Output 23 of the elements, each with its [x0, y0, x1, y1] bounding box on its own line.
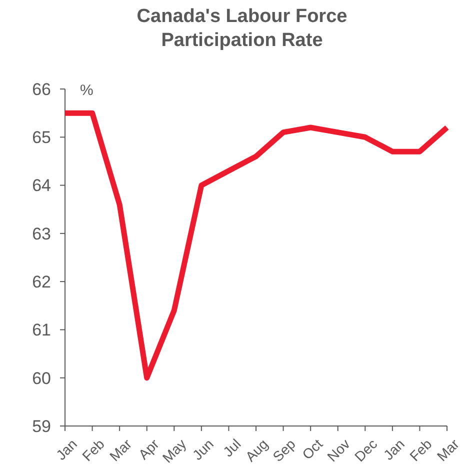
x-tick-label: Jul	[220, 436, 244, 460]
x-tick-label: Sep	[269, 436, 298, 465]
y-tick-label: 59	[32, 416, 51, 436]
y-tick-label: 66	[32, 80, 51, 99]
x-tick-label: Jan	[52, 436, 80, 464]
x-tick-label: Oct	[298, 436, 326, 462]
y-tick-label: 60	[32, 368, 51, 388]
y-tick-label: 65	[32, 128, 51, 148]
x-tick-label: Mar	[106, 436, 135, 464]
y-tick-label: 63	[32, 224, 51, 244]
x-tick-label: Jun	[189, 436, 216, 464]
y-tick-label: 64	[32, 176, 51, 196]
x-tick-label: Dec	[351, 436, 380, 465]
x-tick-label: Mar	[434, 436, 462, 464]
x-tick-label: Feb	[406, 436, 435, 464]
y-axis-title: %	[80, 82, 94, 99]
x-tick-label: Jan	[380, 436, 408, 464]
y-tick-label: 61	[32, 320, 51, 340]
chart-title: Canada's Labour Force Participation Rate	[136, 6, 348, 51]
x-tick-label: Nov	[324, 436, 353, 465]
x-tick-label: Aug	[242, 436, 272, 465]
x-tick-label: Feb	[78, 436, 108, 464]
y-tick-label: 62	[32, 272, 51, 292]
